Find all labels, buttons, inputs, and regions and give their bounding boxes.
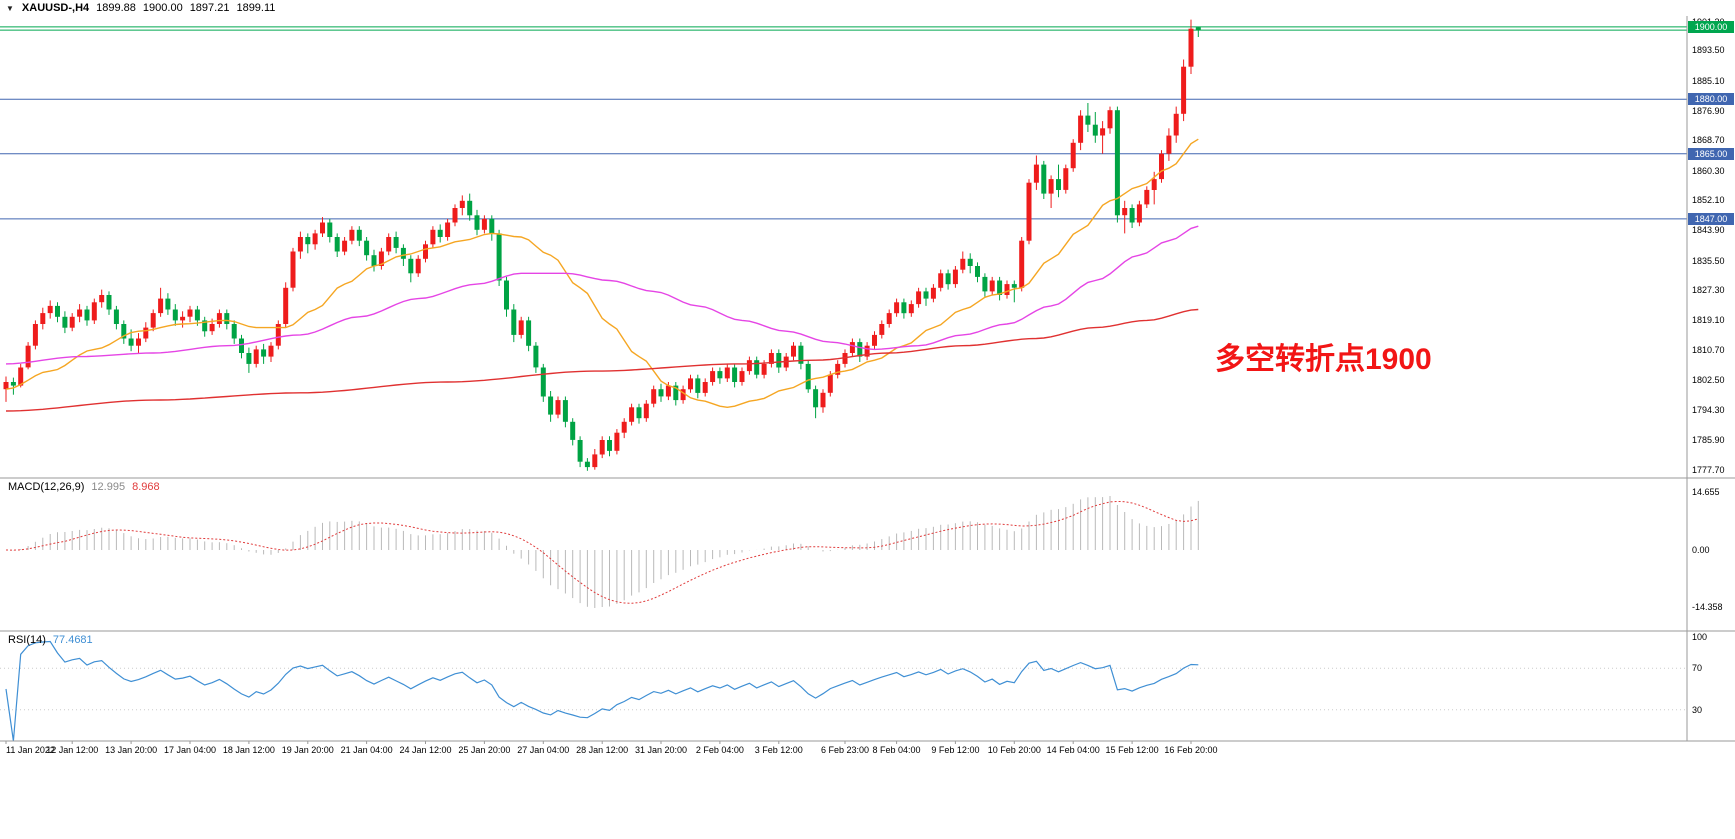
horizontal-lines: [0, 26, 1687, 220]
price-tick-label: 1802.50: [1692, 375, 1725, 386]
macd-tick-label: 14.655: [1692, 487, 1720, 497]
macd-signal-line: [5, 500, 1199, 604]
ohlc-close-value: 1899.11: [236, 2, 276, 14]
ma-mid-line: [5, 225, 1199, 365]
time-tick-label: 3 Feb 12:00: [754, 745, 803, 755]
price-tick-label: 1785.90: [1692, 435, 1725, 446]
time-tick-label: 27 Jan 04:00: [517, 745, 570, 755]
time-tick-label: 17 Jan 04:00: [163, 745, 217, 755]
macd-signal-value: 8.968: [132, 481, 160, 493]
rsi-tick-label: 70: [1692, 663, 1703, 674]
symbol-period-label: XAUUSD-,H4: [21, 2, 90, 14]
price-tick-label: 1827.30: [1692, 285, 1725, 296]
time-tick-label: 14 Feb 04:00: [1046, 745, 1100, 755]
time-tick-label: 6 Feb 23:00: [821, 745, 870, 755]
price-tick-label: 1819.10: [1692, 315, 1725, 325]
price-tick-label: 1860.30: [1692, 165, 1725, 176]
time-tick-label: 25 Jan 20:00: [458, 745, 511, 755]
rsi-value: 77.4681: [52, 634, 93, 646]
time-tick-label: 28 Jan 12:00: [576, 745, 629, 755]
time-tick-label: 10 Feb 20:00: [987, 745, 1041, 755]
price-tick-label: 1810.70: [1692, 345, 1725, 356]
time-tick-label: 11 Jan 2022: [6, 745, 55, 755]
collapse-triangle-icon[interactable]: ▼: [6, 3, 14, 13]
annotation-text[interactable]: 多空转折点1900: [1215, 343, 1432, 376]
rsi-line: [5, 640, 1199, 742]
price-line-badge: 1865.00: [1688, 147, 1734, 160]
price-tick-label: 1777.70: [1692, 465, 1725, 476]
time-tick-label: 2 Feb 04:00: [695, 745, 744, 755]
candles-group: [3, 19, 1201, 471]
time-tick-label: 8 Feb 04:00: [872, 745, 921, 755]
rsi-indicator-label: RSI(14) 77.4681: [8, 634, 93, 646]
macd-tick-label: 0.00: [1692, 545, 1710, 555]
ma-fast-line: [5, 138, 1199, 409]
ohlc-low-value: 1897.21: [189, 2, 230, 14]
time-tick-label: 24 Jan 12:00: [399, 745, 452, 755]
price-tick-label: 1868.70: [1692, 135, 1725, 146]
price-tick-label: 1794.30: [1692, 404, 1725, 415]
price-tick-label: 1843.90: [1692, 225, 1725, 236]
price-line-badge: 1900.00: [1688, 20, 1734, 33]
rsi-tick-label: 30: [1692, 704, 1703, 715]
price-tick-label: 1835.50: [1692, 255, 1725, 266]
price-tick-label: 1852.10: [1692, 195, 1725, 206]
price-line-badge: 1847.00: [1688, 212, 1734, 225]
price-tick-label: 1885.10: [1692, 75, 1725, 86]
price-line-badge: 1880.00: [1688, 93, 1734, 106]
time-tick-label: 18 Jan 12:00: [222, 745, 275, 755]
macd-main-value: 12.995: [91, 481, 126, 493]
time-tick-label: 16 Feb 20:00: [1164, 745, 1218, 755]
time-tick-label: 31 Jan 20:00: [635, 745, 688, 755]
time-tick-label: 15 Feb 12:00: [1105, 745, 1159, 755]
macd-indicator-label: MACD(12,26,9) 12.995 8.968: [8, 481, 160, 493]
rsi-name: RSI(14): [8, 634, 46, 646]
time-tick-label: 13 Jan 20:00: [105, 745, 158, 755]
macd-name: MACD(12,26,9): [8, 481, 85, 493]
time-tick-label: 9 Feb 12:00: [931, 745, 980, 755]
time-tick-label: 19 Jan 20:00: [281, 745, 334, 755]
price-tick-label: 1893.50: [1692, 45, 1725, 56]
time-tick-label: 12 Jan 12:00: [46, 745, 99, 755]
macd-tick-label: -14.358: [1692, 601, 1723, 612]
rsi-tick-label: 100: [1692, 632, 1708, 642]
price-tick-label: 1876.90: [1692, 105, 1725, 116]
ohlc-open-value: 1899.88: [96, 2, 136, 14]
time-tick-label: 21 Jan 04:00: [340, 745, 393, 755]
ohlc-high-value: 1900.00: [142, 2, 183, 14]
ma-slow-line: [5, 308, 1199, 412]
chart-title-bar: ▼ XAUUSD-,H4 1899.88 1900.00 1897.21 189…: [6, 2, 275, 14]
